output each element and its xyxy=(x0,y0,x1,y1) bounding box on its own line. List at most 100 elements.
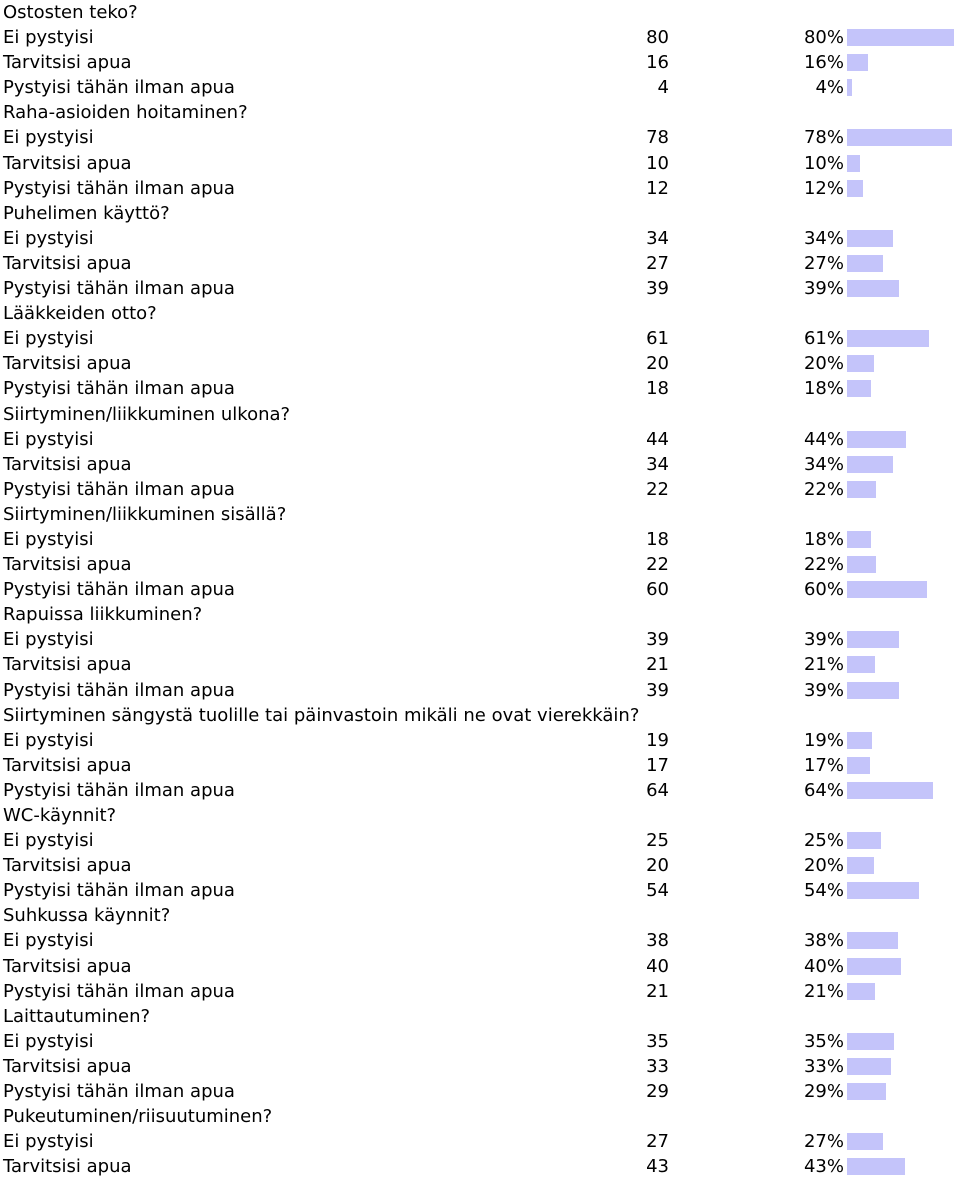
answer-count: 21 xyxy=(646,980,669,1002)
percent-bar xyxy=(847,857,874,875)
answer-row: Tarvitsisi apua 22 22% xyxy=(0,552,960,577)
answer-label: Tarvitsisi apua xyxy=(3,252,132,274)
answer-count: 35 xyxy=(646,1030,669,1052)
percent-bar xyxy=(847,330,929,348)
percent-bar xyxy=(847,1032,894,1050)
answer-row: Tarvitsisi apua 21 21% xyxy=(0,652,960,677)
answer-percent: 22% xyxy=(803,554,844,576)
answer-row: Pystyisi tähän ilman apua 60 60% xyxy=(0,577,960,602)
answer-label: Pystyisi tähän ilman apua xyxy=(3,177,235,199)
answer-percent: 64% xyxy=(803,779,844,801)
question-title: Siirtyminen sängystä tuolille tai päinva… xyxy=(3,704,640,726)
percent-bar xyxy=(847,556,876,574)
answer-count: 43 xyxy=(646,1156,669,1178)
answer-label: Ei pystyisi xyxy=(3,629,94,651)
answer-percent: 19% xyxy=(803,729,844,751)
answer-percent: 35% xyxy=(803,1030,844,1052)
percent-bar xyxy=(847,480,876,498)
answer-percent: 25% xyxy=(803,830,844,852)
answer-percent: 16% xyxy=(803,52,844,74)
answer-count: 22 xyxy=(646,554,669,576)
answer-row: Tarvitsisi apua 20 20% xyxy=(0,351,960,376)
answer-row: Pystyisi tähän ilman apua 29 29% xyxy=(0,1079,960,1104)
percent-bar xyxy=(847,530,871,548)
percent-bar xyxy=(847,1133,883,1151)
answer-label: Pystyisi tähän ilman apua xyxy=(3,679,235,701)
question-title: Puhelimen käyttö? xyxy=(3,202,170,224)
answer-row: Ei pystyisi 34 34% xyxy=(0,226,960,251)
answer-count: 12 xyxy=(646,177,669,199)
answer-percent: 38% xyxy=(803,930,844,952)
answer-label: Ei pystyisi xyxy=(3,27,94,49)
question-row: Siirtyminen/liikkuminen sisällä? xyxy=(0,502,960,527)
answer-count: 54 xyxy=(646,880,669,902)
answer-percent: 39% xyxy=(803,629,844,651)
question-title: Raha-asioiden hoitaminen? xyxy=(3,102,248,124)
answer-count: 22 xyxy=(646,478,669,500)
answer-row: Ei pystyisi 19 19% xyxy=(0,728,960,753)
answer-row: Ei pystyisi 38 38% xyxy=(0,928,960,953)
answer-label: Ei pystyisi xyxy=(3,328,94,350)
answer-percent: 10% xyxy=(803,152,844,174)
percent-bar xyxy=(847,29,954,47)
answer-label: Pystyisi tähän ilman apua xyxy=(3,779,235,801)
question-title: Siirtyminen/liikkuminen ulkona? xyxy=(3,403,291,425)
answer-percent: 21% xyxy=(803,654,844,676)
answer-row: Ei pystyisi 39 39% xyxy=(0,627,960,652)
answer-label: Tarvitsisi apua xyxy=(3,152,132,174)
answer-label: Tarvitsisi apua xyxy=(3,554,132,576)
question-row: Ostosten teko? xyxy=(0,0,960,25)
percent-bar xyxy=(847,179,863,197)
answer-count: 17 xyxy=(646,754,669,776)
answer-count: 80 xyxy=(646,27,669,49)
question-row: Lääkkeiden otto? xyxy=(0,301,960,326)
question-row: WC-käynnit? xyxy=(0,803,960,828)
answer-percent: 80% xyxy=(803,27,844,49)
percent-bar xyxy=(847,54,868,72)
answer-count: 18 xyxy=(646,528,669,550)
percent-bar xyxy=(847,455,893,473)
answer-label: Tarvitsisi apua xyxy=(3,353,132,375)
answer-label: Ei pystyisi xyxy=(3,830,94,852)
question-title: Suhkussa käynnit? xyxy=(3,905,171,927)
answer-count: 34 xyxy=(646,453,669,475)
answer-count: 25 xyxy=(646,830,669,852)
answer-label: Tarvitsisi apua xyxy=(3,855,132,877)
answer-label: Tarvitsisi apua xyxy=(3,52,132,74)
answer-percent: 33% xyxy=(803,1055,844,1077)
question-row: Raha-asioiden hoitaminen? xyxy=(0,100,960,125)
answer-count: 19 xyxy=(646,729,669,751)
answer-row: Tarvitsisi apua 43 43% xyxy=(0,1154,960,1179)
answer-percent: 40% xyxy=(803,955,844,977)
answer-row: Pystyisi tähän ilman apua 39 39% xyxy=(0,276,960,301)
answer-row: Pystyisi tähän ilman apua 22 22% xyxy=(0,477,960,502)
answer-count: 27 xyxy=(646,1131,669,1153)
answer-label: Tarvitsisi apua xyxy=(3,654,132,676)
percent-bar xyxy=(847,681,899,699)
answer-percent: 18% xyxy=(803,528,844,550)
answer-percent: 61% xyxy=(803,328,844,350)
answer-label: Pystyisi tähän ilman apua xyxy=(3,980,235,1002)
answer-row: Pystyisi tähän ilman apua 54 54% xyxy=(0,878,960,903)
answer-row: Tarvitsisi apua 16 16% xyxy=(0,50,960,75)
answer-label: Tarvitsisi apua xyxy=(3,1055,132,1077)
answer-label: Tarvitsisi apua xyxy=(3,1156,132,1178)
answer-count: 78 xyxy=(646,127,669,149)
answer-percent: 18% xyxy=(803,378,844,400)
answer-label: Tarvitsisi apua xyxy=(3,955,132,977)
answer-label: Pystyisi tähän ilman apua xyxy=(3,378,235,400)
answer-count: 20 xyxy=(646,855,669,877)
question-title: Lääkkeiden otto? xyxy=(3,303,157,325)
percent-bar xyxy=(847,932,898,950)
answer-count: 39 xyxy=(646,679,669,701)
answer-count: 60 xyxy=(646,579,669,601)
answer-row: Pystyisi tähän ilman apua 12 12% xyxy=(0,176,960,201)
answer-label: Ei pystyisi xyxy=(3,729,94,751)
answer-percent: 39% xyxy=(803,278,844,300)
answer-count: 64 xyxy=(646,779,669,801)
answer-row: Ei pystyisi 61 61% xyxy=(0,326,960,351)
answer-percent: 21% xyxy=(803,980,844,1002)
answer-percent: 39% xyxy=(803,679,844,701)
answer-row: Ei pystyisi 35 35% xyxy=(0,1029,960,1054)
